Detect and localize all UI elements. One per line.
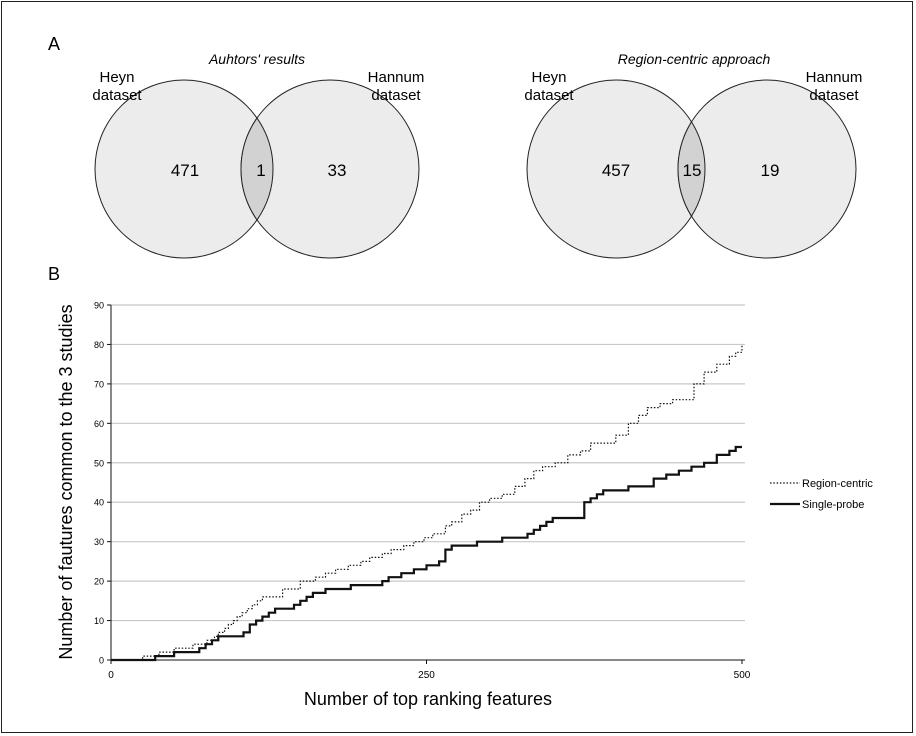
line-chart: 0 10 20 30 40 50 60 70 80 90 0 250 500 Number of to… xyxy=(56,301,873,710)
y-tick-label: 0 xyxy=(99,656,104,666)
y-tick-label: 70 xyxy=(94,379,104,389)
y-tick-label: 20 xyxy=(94,577,104,587)
y-tick-label: 30 xyxy=(94,537,104,547)
x-tick-labels: 0 250 500 xyxy=(108,660,751,681)
series-line-single-probe xyxy=(111,445,742,662)
y-tick-label: 50 xyxy=(94,458,104,468)
venn-overlap-count: 1 xyxy=(256,161,265,180)
legend-label: Single-probe xyxy=(802,499,864,511)
venn-right-label-2: dataset xyxy=(371,87,421,104)
venn-overlap-region xyxy=(677,120,706,218)
venn-left-count: 471 xyxy=(171,161,199,180)
chart-legend: Region-centric Single-probe xyxy=(770,478,873,511)
y-axis-label: Number of fautures common to the 3 studi… xyxy=(56,304,76,659)
y-tick-label: 80 xyxy=(94,340,104,350)
venn-left-label: Heyn xyxy=(99,69,134,86)
x-axis-label: Number of top ranking features xyxy=(304,689,552,709)
panel-b-label: B xyxy=(48,264,60,284)
venn-title: Region-centric approach xyxy=(618,51,771,67)
y-tick-label: 90 xyxy=(94,301,104,311)
legend-label: Region-centric xyxy=(802,478,873,490)
venn-left-label-2: dataset xyxy=(92,87,142,104)
venn-left-label-2: dataset xyxy=(524,87,574,104)
venn-overlap-region xyxy=(240,117,274,221)
y-tick-labels: 0 10 20 30 40 50 60 70 80 90 xyxy=(94,301,111,666)
venn-diagram-region-centric: Region-centric approach Heyn dataset Han… xyxy=(524,51,863,259)
y-tick-label: 40 xyxy=(94,498,104,508)
y-tick-label: 10 xyxy=(94,616,104,626)
x-tick-label: 500 xyxy=(734,670,751,681)
venn-left-label: Heyn xyxy=(531,69,566,86)
venn-right-label: Hannum xyxy=(368,69,425,86)
venn-right-count: 19 xyxy=(761,161,780,180)
venn-right-label-2: dataset xyxy=(809,87,859,104)
venn-overlap-count: 15 xyxy=(683,161,702,180)
panel-a-label: A xyxy=(48,34,60,54)
x-tick-label: 0 xyxy=(108,670,114,681)
y-tick-label: 60 xyxy=(94,419,104,429)
chart-gridlines xyxy=(111,304,745,622)
venn-right-label: Hannum xyxy=(806,69,863,86)
venn-right-count: 33 xyxy=(328,161,347,180)
venn-diagram-authors: Auhtors' results Heyn dataset Hannum dat… xyxy=(92,51,425,259)
x-tick-label: 250 xyxy=(418,670,435,681)
chart-series xyxy=(111,344,743,662)
venn-title: Auhtors' results xyxy=(208,51,305,67)
series-line-region-centric xyxy=(111,344,743,661)
venn-left-count: 457 xyxy=(602,161,630,180)
